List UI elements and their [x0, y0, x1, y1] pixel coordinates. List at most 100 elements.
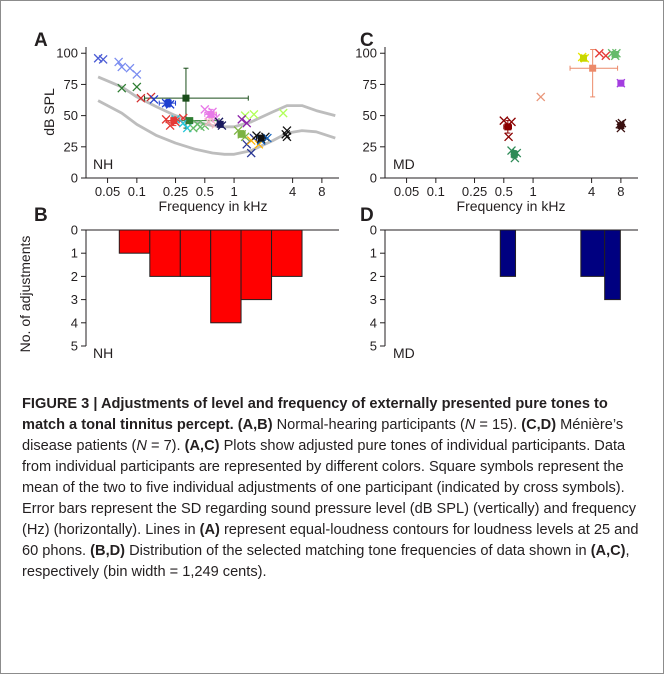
panel-a-cross-point [242, 118, 252, 128]
caption-ref-ac-2: (A,C) [590, 543, 626, 559]
panel-c-mean-square [510, 150, 518, 158]
caption-n-var-2: N [136, 438, 147, 454]
caption-separator: | [89, 396, 101, 412]
panel-c-ytick-label: 100 [355, 46, 377, 61]
panel-a-cross-point [178, 118, 188, 128]
panel-a-cross-point [161, 114, 171, 124]
panel-c-xtick-label: 0.05 [394, 184, 419, 199]
panel-a-mean-square [238, 130, 246, 138]
panel-a-xtick-label: 4 [289, 184, 296, 199]
panel-a-mean-square [186, 117, 194, 125]
caption-sentence-4: Distribution of the selected matching to… [125, 543, 591, 559]
caption-n-var-1: N [464, 417, 476, 433]
panel-b-group-label: NH [93, 345, 113, 361]
panel-d-ytick-label: 3 [370, 292, 377, 307]
caption-sentence-3b: represent equal-loudness contours for lo… [22, 522, 639, 559]
panel-a-mean-square [182, 94, 190, 102]
panel-c-axes [384, 47, 638, 179]
panel-c-cross-point [601, 51, 611, 61]
panel-c-cross-point [536, 92, 546, 102]
panel-a-cross-point [200, 104, 210, 114]
panel-a-xtick-label: 0.5 [196, 184, 214, 199]
panel-c-xtick-label: 0.25 [462, 184, 487, 199]
panel-c-cross-point [594, 48, 604, 58]
panel-a-cross-point [237, 114, 247, 124]
panel-b-ytick-label: 0 [71, 223, 78, 238]
panel-c-mean-square [504, 123, 512, 131]
panel-c-mean-square [611, 50, 619, 58]
panel-a-xtick-label: 0.05 [95, 184, 120, 199]
figure-plots: A C B D dB SPL Frequency in kHz Frequenc… [17, 30, 638, 361]
panel-letter-a: A [34, 30, 48, 51]
panel-b-histogram-bar [118, 229, 151, 254]
panel-a-cross-point [249, 109, 259, 119]
caption-n-2: = 7). [146, 438, 185, 454]
panel-b-ytick-label: 1 [71, 246, 78, 261]
caption-sentence-2: Ménière’s disease patients ( [22, 417, 624, 454]
caption-ref-ab: (A,B) [237, 417, 273, 433]
panel-b-histogram-bar [179, 229, 212, 277]
panel-a-mean-square [216, 120, 224, 128]
panel-letter-d: D [360, 205, 374, 226]
panel-c-cross-point [504, 132, 514, 142]
panel-a-xtick-label: 8 [318, 184, 325, 199]
panel-c-mean-square [617, 79, 625, 87]
caption-sentence-3: Plots show adjusted pure tones of indivi… [22, 438, 637, 538]
panel-a-mean-square [207, 110, 215, 118]
caption-label: FIGURE 3 [22, 396, 90, 412]
panel-a-ytick-label: 25 [64, 139, 78, 154]
panel-c-xtick-label: 0.1 [427, 184, 445, 199]
panel-a-mean-square [164, 99, 172, 107]
panel-b-ytick-label: 2 [71, 269, 78, 284]
panel-a-cross-point [114, 57, 124, 67]
panel-a-ytick-label: 0 [71, 171, 78, 186]
panel-c-xtick-label: 4 [588, 184, 595, 199]
panel-d-histogram-bar [580, 229, 606, 277]
panel-b-histogram-bar [271, 229, 303, 277]
panel-a-cross-point [117, 83, 127, 93]
caption-ref-ac: (A,C) [184, 438, 220, 454]
panel-a-xtick-label: 1 [230, 184, 237, 199]
caption-ref-bd: (B,D) [90, 543, 126, 559]
panel-c-mean-square [589, 64, 597, 72]
panel-d-histogram-bar [604, 229, 621, 301]
panel-a-loudness-contour [97, 99, 336, 156]
panel-c-cross-point [499, 116, 509, 126]
panel-d-ytick-label: 5 [370, 339, 377, 354]
panel-a-cross-point [132, 69, 142, 79]
panel-b-marks: 0 1 2 3 4 5 [71, 223, 303, 354]
panel-c-xtick-label: 1 [529, 184, 536, 199]
panel-c-ytick-label: 75 [363, 77, 377, 92]
panel-a-xtick-label: 0.1 [128, 184, 146, 199]
panel-letter-c: C [360, 30, 374, 51]
panel-b-ytick-label: 4 [71, 315, 78, 330]
panel-a-cross-point [98, 55, 108, 64]
panel-letter-b: B [34, 205, 48, 226]
panel-c-marks: 0 25 50 75 100 0.05 0.1 0.25 0.5 1 4 8 [355, 46, 627, 199]
panel-a-ytick-label: 50 [64, 108, 78, 123]
panel-a-cross-point [136, 93, 146, 103]
panel-a-axes [85, 47, 339, 179]
panel-a-xlabel: Frequency in kHz [159, 198, 268, 214]
panel-c-ytick-label: 50 [363, 108, 377, 123]
caption-sentence-4b: , respectively (bin width = 1,249 cents)… [22, 543, 630, 580]
caption-sentence-1: Normal-hearing participants ( [272, 417, 465, 433]
panel-a-mean-square [257, 134, 265, 142]
panel-b-histogram-bar [149, 229, 181, 277]
panel-d-ytick-label: 4 [370, 315, 377, 330]
panel-a-mean-square [170, 117, 178, 125]
panel-a-group-label: NH [93, 156, 113, 172]
panel-c-ytick-label: 25 [363, 139, 377, 154]
panel-c-group-label: MD [393, 156, 415, 172]
panel-a-ylabel: dB SPL [41, 88, 57, 136]
panel-d-group-label: MD [393, 345, 415, 361]
panel-a-cross-point [282, 126, 292, 136]
panel-d-ytick-label: 0 [370, 223, 377, 238]
panel-c-mean-square [617, 122, 625, 130]
panel-a-cross-point [204, 117, 214, 127]
panel-a-cross-point [117, 62, 127, 72]
caption-n-1: = 15). [475, 417, 522, 433]
panel-d-histogram-bar [499, 229, 517, 277]
panel-a-cross-point [132, 82, 142, 92]
